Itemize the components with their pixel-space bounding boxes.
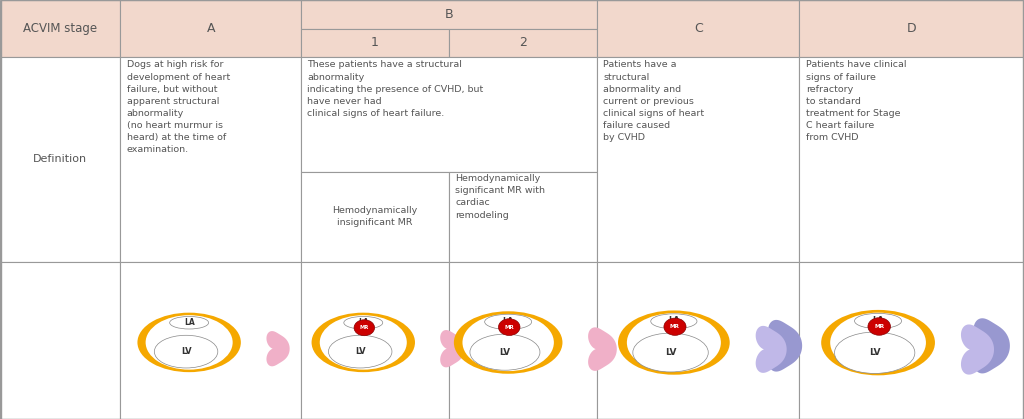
Ellipse shape (354, 320, 375, 336)
Ellipse shape (470, 334, 540, 370)
Bar (301, 172, 450, 261)
Text: Hemodynamically
insignificant MR: Hemodynamically insignificant MR (333, 206, 418, 227)
Bar (597, 0, 800, 57)
Polygon shape (440, 330, 465, 367)
Text: B: B (444, 8, 454, 21)
Bar (0, 57, 121, 261)
Ellipse shape (344, 316, 383, 329)
Text: Patients have a
structural
abnormality and
current or previous
clinical signs of: Patients have a structural abnormality a… (603, 60, 705, 142)
Bar (450, 261, 597, 419)
Text: MR: MR (359, 325, 369, 330)
Text: Definition: Definition (33, 154, 87, 164)
Ellipse shape (484, 314, 531, 329)
Text: LV: LV (665, 348, 676, 357)
Bar (800, 0, 1024, 57)
Ellipse shape (454, 311, 562, 374)
Bar (597, 261, 800, 419)
Ellipse shape (627, 313, 721, 372)
Bar (121, 0, 301, 57)
Polygon shape (588, 327, 616, 371)
Ellipse shape (830, 313, 926, 372)
Text: ACVIM stage: ACVIM stage (24, 22, 97, 35)
Ellipse shape (319, 315, 407, 370)
Ellipse shape (499, 319, 520, 336)
Text: A: A (207, 22, 215, 35)
Ellipse shape (155, 335, 218, 368)
Text: LV: LV (500, 348, 510, 357)
Bar (800, 261, 1024, 419)
Ellipse shape (137, 313, 241, 372)
Text: 1: 1 (371, 36, 379, 49)
Ellipse shape (868, 318, 891, 335)
Text: LA: LA (668, 316, 680, 325)
Text: D: D (907, 22, 916, 35)
Text: These patients have a structural
abnormality
indicating the presence of CVHD, bu: These patients have a structural abnorma… (307, 60, 483, 118)
Bar (301, 0, 597, 28)
Ellipse shape (633, 333, 709, 372)
Text: 2: 2 (519, 36, 527, 49)
Ellipse shape (311, 313, 415, 372)
Polygon shape (974, 318, 1010, 373)
Ellipse shape (651, 314, 697, 329)
Ellipse shape (618, 310, 730, 375)
Ellipse shape (329, 335, 392, 368)
Text: LA: LA (183, 318, 195, 326)
Ellipse shape (835, 332, 914, 373)
Bar (121, 261, 301, 419)
Ellipse shape (170, 316, 209, 329)
Ellipse shape (664, 318, 686, 335)
Text: MR: MR (874, 324, 885, 329)
Ellipse shape (145, 315, 232, 370)
Bar (301, 261, 450, 419)
Bar (450, 28, 597, 57)
Bar (0, 0, 121, 57)
Text: MR: MR (505, 325, 514, 330)
Bar (450, 172, 597, 261)
Bar (0, 261, 121, 419)
Bar (597, 57, 800, 261)
Polygon shape (266, 331, 290, 366)
Text: Dogs at high risk for
development of heart
failure, but without
apparent structu: Dogs at high risk for development of hea… (127, 60, 229, 155)
Bar (301, 28, 450, 57)
Text: LV: LV (869, 348, 881, 357)
Polygon shape (961, 324, 994, 375)
Text: LA: LA (872, 316, 884, 325)
Ellipse shape (463, 314, 554, 371)
Polygon shape (756, 326, 786, 373)
Text: MR: MR (670, 324, 680, 329)
Text: Hemodynamically
significant MR with
cardiac
remodeling: Hemodynamically significant MR with card… (456, 174, 545, 220)
Ellipse shape (854, 313, 901, 328)
Text: C: C (694, 22, 702, 35)
Text: Patients have clinical
signs of failure
refractory
to standard
treatment for Sta: Patients have clinical signs of failure … (806, 60, 906, 142)
Text: LA: LA (358, 318, 369, 326)
Ellipse shape (821, 310, 935, 375)
Text: LV: LV (181, 347, 191, 356)
Polygon shape (768, 320, 802, 372)
Text: LA: LA (503, 317, 514, 326)
Bar (121, 57, 301, 261)
Text: LV: LV (355, 347, 366, 356)
Bar (301, 57, 597, 172)
Bar (800, 57, 1024, 261)
